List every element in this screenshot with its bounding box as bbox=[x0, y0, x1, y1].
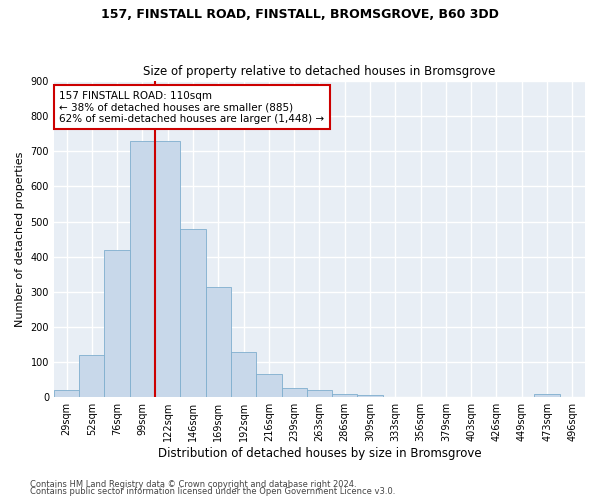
Title: Size of property relative to detached houses in Bromsgrove: Size of property relative to detached ho… bbox=[143, 66, 496, 78]
X-axis label: Distribution of detached houses by size in Bromsgrove: Distribution of detached houses by size … bbox=[158, 447, 481, 460]
Bar bbox=[130, 141, 155, 397]
Text: Contains public sector information licensed under the Open Government Licence v3: Contains public sector information licen… bbox=[30, 487, 395, 496]
Bar bbox=[79, 355, 104, 397]
Bar bbox=[281, 388, 307, 397]
Text: Contains HM Land Registry data © Crown copyright and database right 2024.: Contains HM Land Registry data © Crown c… bbox=[30, 480, 356, 489]
Bar bbox=[383, 396, 408, 397]
Bar bbox=[535, 394, 560, 397]
Text: 157 FINSTALL ROAD: 110sqm
← 38% of detached houses are smaller (885)
62% of semi: 157 FINSTALL ROAD: 110sqm ← 38% of detac… bbox=[59, 90, 325, 124]
Bar bbox=[358, 394, 383, 397]
Bar bbox=[181, 228, 206, 397]
Bar bbox=[155, 141, 181, 397]
Text: 157, FINSTALL ROAD, FINSTALL, BROMSGROVE, B60 3DD: 157, FINSTALL ROAD, FINSTALL, BROMSGROVE… bbox=[101, 8, 499, 20]
Bar bbox=[332, 394, 358, 397]
Bar bbox=[104, 250, 130, 397]
Bar bbox=[231, 352, 256, 397]
Bar bbox=[206, 286, 231, 397]
Bar bbox=[54, 390, 79, 397]
Bar bbox=[307, 390, 332, 397]
Bar bbox=[256, 374, 281, 397]
Y-axis label: Number of detached properties: Number of detached properties bbox=[15, 152, 25, 327]
